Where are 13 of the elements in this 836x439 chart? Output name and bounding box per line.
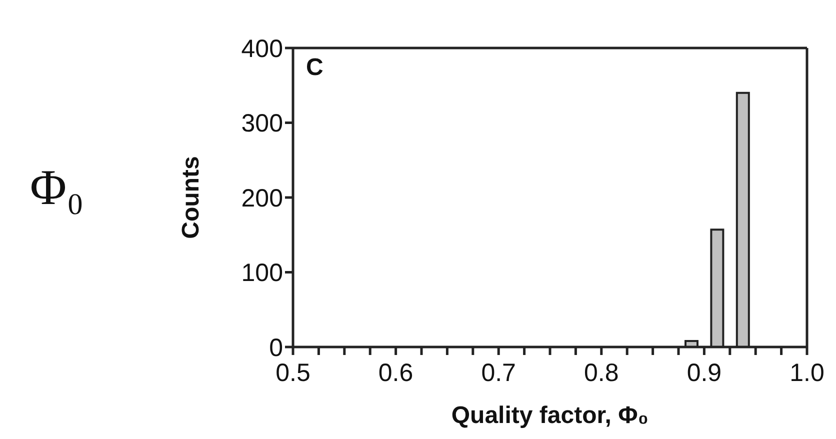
y-tick-label: 100	[241, 259, 283, 288]
y-tick-label: 300	[241, 110, 283, 138]
y-axis-title: Counts	[178, 156, 205, 239]
y-tick-label: 400	[241, 34, 283, 63]
x-tick-label: 0.6	[378, 358, 414, 387]
x-tick-label: 0.7	[481, 358, 516, 387]
y-tick-label: 200	[241, 184, 283, 212]
x-axis-title: Quality factor, Φ₀	[451, 402, 649, 429]
annotation: C	[306, 54, 324, 82]
x-tick-label: 0.9	[686, 358, 722, 387]
x-tick-label: 1.0	[790, 358, 824, 387]
x-tick-label: 0.8	[584, 358, 619, 387]
text: Φ₀	[30, 158, 84, 216]
